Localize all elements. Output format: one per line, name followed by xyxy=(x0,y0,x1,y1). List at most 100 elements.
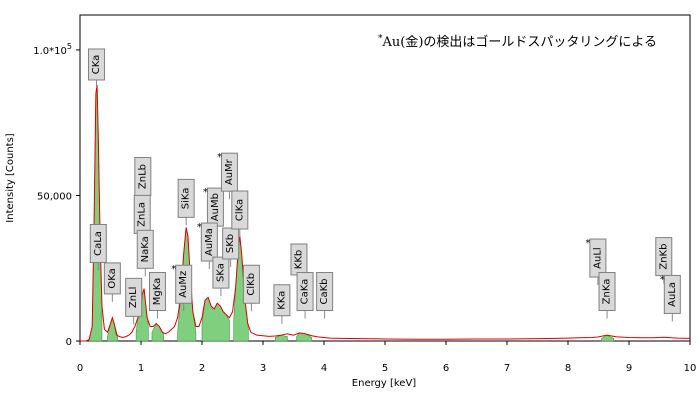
y-tick-label: 1.0*105 xyxy=(33,42,72,57)
peak-label-box xyxy=(655,237,673,277)
peak-label-aumz: AuMz* xyxy=(171,264,193,312)
x-tick-label: 4 xyxy=(321,363,327,374)
peak-label-box xyxy=(125,277,143,317)
peak-label-text: ClKb xyxy=(246,273,257,296)
peak-label-auma: AuMa* xyxy=(197,222,218,270)
y-axis-title: Intensity [Counts] xyxy=(5,133,16,223)
peak-label-text: KKa xyxy=(276,291,287,310)
peak-label-text: ZnLb xyxy=(137,164,148,189)
peak-label-clkb: ClKb xyxy=(242,264,260,312)
x-tick-label: 0 xyxy=(77,363,83,374)
peak-label-text: OKa xyxy=(107,268,118,288)
peak-label-text: AuMa xyxy=(204,228,215,256)
peak-label-text: ZnKa xyxy=(602,279,613,305)
peak-label-ska: SKa xyxy=(212,256,230,297)
peak-label-text: MgKa xyxy=(152,278,163,306)
peak-label-text: SiKa xyxy=(181,188,192,210)
annotation: *Au(金)の検出はゴールドスパッタリングによる xyxy=(372,28,684,55)
peak-label-asterisk: * xyxy=(197,222,202,233)
plot-area xyxy=(79,14,691,342)
peak-label-box xyxy=(220,152,238,192)
peak-label-cala: CaLa xyxy=(89,223,107,271)
peak-label-box xyxy=(175,264,193,304)
y-tick-label: 50,000 xyxy=(37,191,72,202)
peak-label-text: NaKa xyxy=(140,236,151,262)
peak-label-kka: KKa xyxy=(273,284,291,324)
annotation-text: *Au(金)の検出はゴールドスパッタリングによる xyxy=(378,34,657,50)
peak-area-kka xyxy=(274,334,288,342)
peak-label-box xyxy=(177,178,195,218)
peak-label-aull: AuLl* xyxy=(585,238,607,286)
spectrum-line xyxy=(80,84,691,342)
peak-label-text: AuMb xyxy=(210,193,221,221)
peak-label-clka: ClKa xyxy=(231,190,249,238)
peak-label-asterisk: * xyxy=(217,152,222,163)
peak-label-box xyxy=(663,274,681,314)
peak-label-znkb: ZnKb xyxy=(655,237,673,284)
x-tick-label: 9 xyxy=(626,363,632,374)
peak-label-text: CKa xyxy=(91,55,102,75)
x-tick-label: 5 xyxy=(382,363,388,374)
peak-area-znka xyxy=(601,334,615,342)
peak-label-aumb: AuMb* xyxy=(203,187,224,235)
x-tick-label: 1 xyxy=(138,363,144,374)
x-axis-title: Energy [keV] xyxy=(352,378,417,389)
peak-label-text: CaKb xyxy=(319,279,330,305)
peak-label-box xyxy=(200,222,218,262)
peak-label-box xyxy=(136,229,154,269)
peak-label-asterisk: * xyxy=(171,264,176,275)
peak-label-box xyxy=(296,272,314,312)
peak-label-naka: NaKa xyxy=(136,229,154,277)
x-tick-label: 10 xyxy=(684,363,697,374)
peak-label-box xyxy=(222,227,240,260)
peak-label-text: AuMz xyxy=(178,271,189,298)
peak-label-text: SKb xyxy=(225,234,236,253)
peak-label-text: CaKa xyxy=(300,279,311,305)
peak-label-oka: OKa xyxy=(103,262,121,302)
peak-label-box xyxy=(87,48,105,81)
peak-label-skb: SKb xyxy=(222,227,240,267)
peak-label-box xyxy=(89,223,107,263)
annotation-background xyxy=(372,28,684,55)
peak-label-text: AuMr xyxy=(224,158,235,185)
peak-label-box xyxy=(589,238,607,278)
peak-label-aula: AuLa* xyxy=(660,274,681,322)
peak-label-asterisk: * xyxy=(203,187,208,198)
axes: 0 1 2 3 4 5 6 7 8 9 10 0 50,000 1.0*105 xyxy=(33,42,696,374)
x-tick-label: 6 xyxy=(443,363,449,374)
peak-label-box xyxy=(212,256,230,289)
peak-label-znka: ZnKa xyxy=(598,272,616,319)
x-tick-label: 2 xyxy=(199,363,205,374)
x-tick-label: 8 xyxy=(565,363,571,374)
peak-label-mgka: MgKa xyxy=(148,272,166,319)
peak-label-asterisk: * xyxy=(660,274,665,285)
peak-label-box xyxy=(103,262,121,295)
peak-label-box xyxy=(148,272,166,312)
peak-label-cakb: CaKb xyxy=(316,272,334,319)
x-tick-label: 3 xyxy=(260,363,266,374)
plot-frame xyxy=(79,14,691,342)
y-tick-label: 0 xyxy=(66,337,72,348)
peak-label-text: KKb xyxy=(293,250,304,269)
peak-label-box xyxy=(273,284,291,317)
peak-label-box xyxy=(316,272,334,312)
peak-label-text: ClKa xyxy=(234,199,245,221)
peak-label-sika: SiKa xyxy=(177,178,195,226)
peak-label-text: ZnLa xyxy=(137,202,148,227)
peak-label-text: ZnKb xyxy=(658,244,669,270)
peak-label-box xyxy=(242,264,260,304)
peak-label-text: AuLa xyxy=(667,282,678,307)
peak-label-box xyxy=(231,190,249,230)
x-tick-label: 7 xyxy=(504,363,510,374)
peak-label-aumr: AuMr* xyxy=(217,152,238,200)
peak-label-asterisk: * xyxy=(585,238,590,249)
peak-label-text: CaLa xyxy=(93,231,104,256)
peak-label-cka: CKa xyxy=(87,48,105,88)
peak-label-text: AuLl xyxy=(592,247,603,269)
spectrum-line-layer xyxy=(80,84,691,342)
peak-label-text: SKa xyxy=(215,263,226,282)
peak-label-caka: CaKa xyxy=(296,272,314,319)
peak-label-text: ZnLl xyxy=(128,287,139,309)
